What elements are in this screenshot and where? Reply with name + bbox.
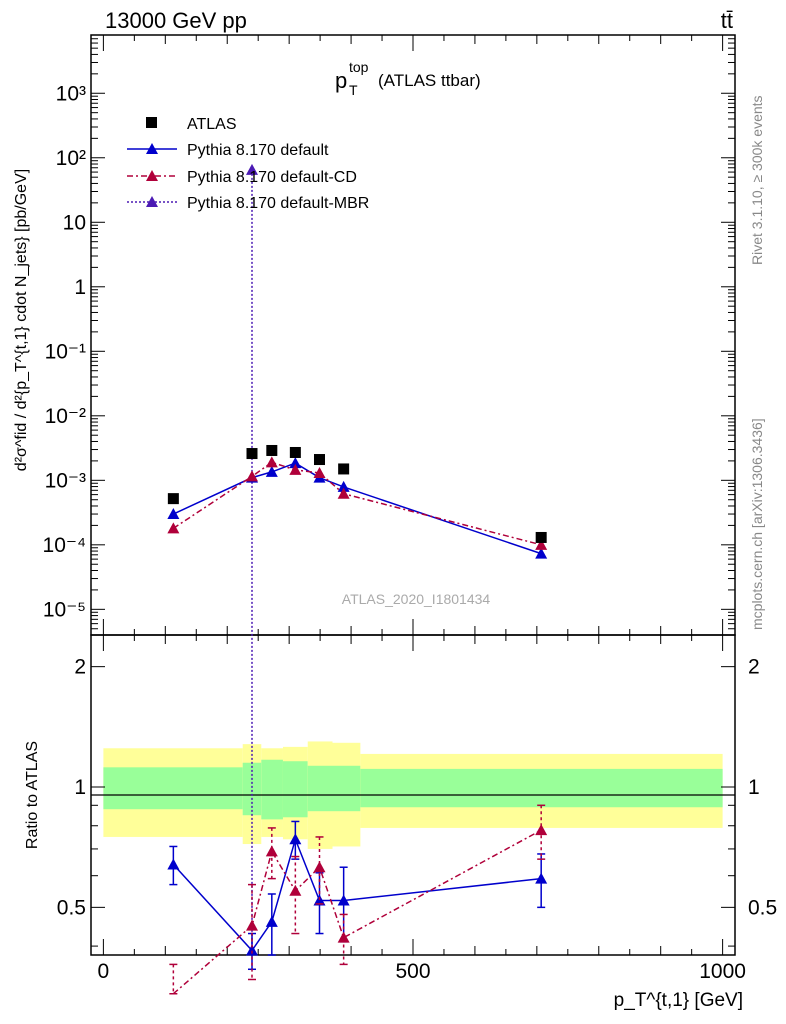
band-inner-2 [261,759,283,820]
x-tick-labels: 0 500 1000 [98,960,746,983]
series-point-cd [167,522,180,534]
atlas-data-point [167,493,179,505]
series-point-cd [535,538,548,550]
band-inner-0 [103,767,243,810]
atlas-data-point [246,448,258,460]
ratio-y-tick-label: 0.5 [57,896,86,919]
main-y-tick-label: 10⁻³ [45,469,86,492]
series-point-cd [289,463,302,475]
legend-cd-label: Pythia 8.170 default-CD [187,169,357,186]
main-y-tick-label: 1 [74,276,86,299]
ratio-y-axis-label: Ratio to ATLAS [24,741,41,849]
ratio-point-default [289,833,302,845]
ratio-point-default [313,894,326,906]
ratio-y-tick-label-right: 0.5 [748,896,777,919]
main-axis-ticks [91,34,735,636]
main-y-tick-label: 10⁻¹ [45,340,86,363]
x-tick-label: 500 [395,960,430,983]
legend-cd-marker [146,170,158,181]
band-inner-4 [307,765,333,812]
energy-label: 13000 GeV pp [105,8,247,33]
ratio-y-tick-label-right: 2 [748,656,760,679]
legend-mbr-label: Pythia 8.170 default-MBR [187,195,369,212]
main-y-tick-label: 10⁻² [45,405,86,428]
analysis-watermark: ATLAS_2020_I1801434 [342,591,491,607]
ratio-axis-ticks [91,666,735,947]
atlas-data-point [313,454,325,466]
main-y-tick-label: 10³ [56,82,86,105]
main-y-tick-label: 10 [63,211,86,234]
uncertainty-bands [103,741,723,849]
main-y-tick-label: 10² [56,147,86,170]
mcplots-reference-label: mcplots.cern.ch [arXiv:1306.3436] [749,418,765,630]
legend: ATLAS Pythia 8.170 default Pythia 8.170 … [127,116,369,212]
ratio-point-default [265,915,278,927]
legend-atlas-label: ATLAS [187,116,237,133]
band-inner-6 [360,768,723,808]
ratio-y-tick-labels: 0.5 0.5 1 1 2 2 [57,656,777,920]
ratio-y-tick-label: 1 [74,776,86,799]
atlas-data-point [338,463,350,475]
ratio-y-tick-label-right: 1 [748,776,760,799]
ratio-point-cd [289,884,302,896]
main-y-tick-label: 10⁻⁴ [43,534,86,557]
series-point-default [289,457,302,469]
title-main: p [335,68,347,93]
ratio-line-default [172,836,542,952]
series-point-cd [313,466,326,478]
ratio-lines [167,804,548,995]
x-tick-label: 1000 [699,960,746,983]
atlas-data-point [289,446,301,458]
title-rest: (ATLAS ttbar) [378,71,481,90]
ratio-point-default [246,944,258,956]
rivet-version-label: Rivet 3.1.10, ≥ 300k events [749,95,765,265]
legend-mbr-marker [146,196,158,207]
series-point-cd [246,470,258,482]
process-label: tt̄ [721,8,733,33]
ratio-point-default [337,894,350,906]
main-y-axis-label: d²σ^fid / d²{p_T^{t,1} cdot N_jets} [pb/… [13,169,30,471]
main-y-tick-label: 10⁻⁵ [43,598,86,621]
series-point-default [337,480,350,492]
plot-title: p T top (ATLAS ttbar) [335,59,481,98]
ratio-point-cd [265,845,278,857]
legend-atlas-marker [146,117,157,128]
series-point-default [535,547,548,559]
series-point-default [265,465,278,477]
title-sub: T [349,82,358,98]
series-point-mbr [246,163,258,175]
atlas-data-point [266,444,278,456]
band-inner-5 [332,765,361,812]
x-axis-ticks [102,35,724,955]
series-markers [167,163,548,559]
ratio-line-cd [172,829,542,995]
legend-default-marker [146,143,158,154]
series-line-default [173,462,542,555]
title-sup: top [349,59,369,75]
ratio-point-default [535,872,548,884]
series-line-cd [172,461,542,546]
ratio-point-default [167,858,180,870]
ratio-y-tick-label: 2 [74,656,86,679]
x-axis-label: p_T^{t,1} [GeV] [614,990,743,1011]
series-point-cd [265,456,278,468]
x-tick-label: 0 [98,960,110,983]
atlas-data-point [535,531,547,543]
band-inner-1 [242,762,262,816]
band-inner-3 [282,761,308,818]
ratio-point-cd [246,919,258,931]
ratio-point-cd [535,824,548,836]
series-point-default [167,508,180,520]
legend-default-label: Pythia 8.170 default [187,142,329,159]
ratio-point-cd [337,931,350,943]
series-point-cd [337,487,350,499]
ratio-point-cd [313,861,326,873]
main-y-tick-labels: 10⁻⁵ 10⁻⁴ 10⁻³ 10⁻² 10⁻¹ 1 10 10² 10³ [43,82,86,621]
